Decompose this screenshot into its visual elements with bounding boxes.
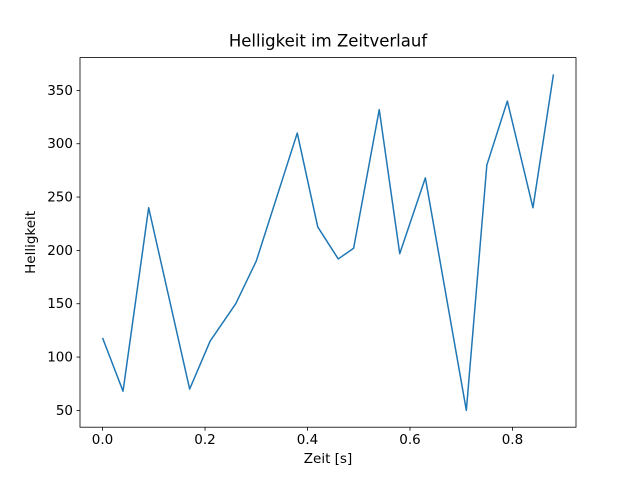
- x-tick-label: 0.2: [194, 432, 215, 448]
- y-tick-label: 150: [47, 296, 73, 312]
- y-tick-label: 100: [47, 350, 73, 366]
- x-tick-label: 0.8: [502, 432, 523, 448]
- x-axis-label: Zeit [s]: [304, 451, 352, 467]
- data-line: [101, 74, 555, 412]
- plot-border: [79, 57, 577, 428]
- y-tick-label: 300: [47, 136, 73, 152]
- y-tick-label: 250: [47, 190, 73, 206]
- y-tick-label: 50: [56, 403, 73, 419]
- x-tick-label: 0.4: [297, 432, 318, 448]
- x-tick-label: 0.0: [92, 432, 113, 448]
- y-tick-label: 200: [47, 243, 73, 259]
- x-tick-label: 0.6: [399, 432, 420, 448]
- y-tick-label: 350: [47, 83, 73, 99]
- chart-title: Helligkeit im Zeitverlauf: [229, 32, 428, 51]
- y-axis-label: Helligkeit: [23, 211, 39, 274]
